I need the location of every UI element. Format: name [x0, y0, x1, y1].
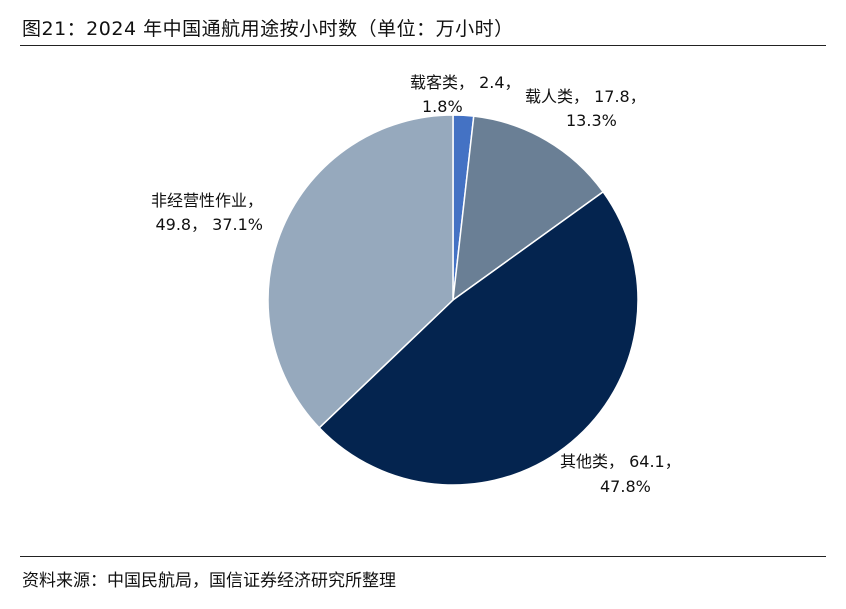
pie-slice-3	[267, 114, 454, 429]
data-label-0-line2: 1.8%	[422, 97, 463, 116]
pie-labels: 载客类， 2.4， 1.8% 载人类， 17.8， 13.3% 其他类， 64.1， 47…	[151, 73, 681, 496]
data-label-3-line1: 非经营性作业，	[151, 191, 263, 210]
pie-chart: 载客类， 2.4， 1.8% 载人类， 17.8， 13.3% 其他类， 64.1， 47…	[151, 73, 681, 496]
title-rule	[20, 45, 826, 46]
data-label-1-line1: 载人类， 17.8，	[525, 87, 646, 106]
pie-slice-2	[318, 190, 639, 486]
data-label-2-line2: 47.8%	[600, 477, 651, 496]
source-note: 资料来源：中国民航局，国信证券经济研究所整理	[22, 571, 396, 591]
data-label-3-line2: 49.8， 37.1%	[155, 215, 263, 234]
data-label-0-line1: 载客类， 2.4，	[410, 73, 521, 92]
chart-title: 图21：2024 年中国通航用途按小时数（单位：万小时）	[22, 18, 514, 40]
source-rule	[20, 556, 826, 557]
pie-slice-1	[452, 115, 605, 302]
data-label-1-line2: 13.3%	[566, 111, 617, 130]
pie-slices	[267, 114, 639, 486]
data-label-2-line1: 其他类， 64.1，	[560, 452, 681, 471]
